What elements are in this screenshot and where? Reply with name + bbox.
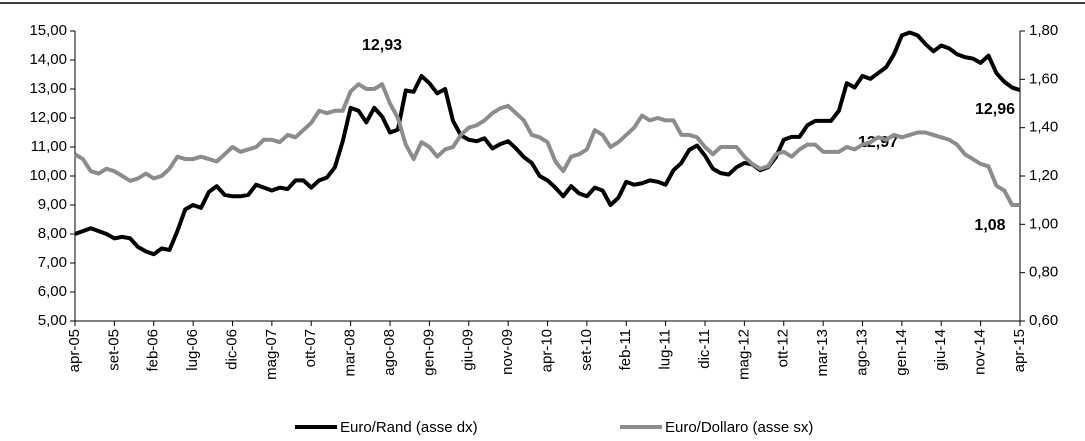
x-tick-label: nov-09: [499, 329, 516, 375]
y-tick-label: 15,00: [29, 22, 67, 39]
x-tick-label: ago-13: [853, 329, 870, 376]
series-line: [74, 30, 1021, 257]
series-line: [73, 82, 1020, 207]
annotation: 12,96: [975, 101, 1015, 118]
y2-tick-label: 0,80: [1029, 264, 1058, 281]
x-tick-label: gen-09: [420, 329, 437, 376]
y-tick-label: 12,00: [29, 109, 67, 126]
y-tick-label: 10,00: [29, 167, 67, 184]
x-tick-label: dic-11: [696, 329, 713, 369]
x-tick-label: apr-10: [538, 329, 555, 372]
x-tick-label: set-05: [105, 329, 122, 371]
x-tick-label: feb-11: [617, 329, 634, 370]
x-tick-label: giu-14: [932, 329, 949, 371]
y2-tick-label: 1,80: [1029, 22, 1058, 39]
x-tick-label: feb-06: [145, 329, 162, 372]
x-tick-label: mar-13: [814, 329, 831, 377]
legend-label: Euro/Rand (asse dx): [340, 419, 478, 436]
x-tick-label: set-10: [578, 329, 595, 371]
y-tick-label: 8,00: [38, 225, 67, 242]
y2-tick-label: 1,20: [1029, 167, 1058, 184]
annotation: 1,08: [974, 217, 1005, 234]
x-tick-label: apr-05: [66, 329, 83, 372]
x-tick-label: gen-14: [893, 329, 910, 376]
annotation: 12,93: [362, 37, 402, 54]
x-tick-label: dic-06: [223, 329, 240, 370]
y2-tick-label: 0,60: [1029, 312, 1058, 329]
y-tick-label: 14,00: [29, 51, 67, 68]
x-tick-label: mar-08: [342, 329, 359, 377]
x-tick-label: mag-07: [263, 329, 280, 380]
x-tick-label: ott-12: [775, 329, 792, 367]
y2-tick-label: 1,00: [1029, 215, 1058, 232]
x-tick-label: apr-15: [1011, 329, 1028, 372]
x-tick-label: nov-14: [972, 329, 989, 375]
y-tick-label: 7,00: [38, 254, 67, 271]
x-tick-label: giu-09: [460, 329, 477, 371]
y-tick-label: 11,00: [31, 138, 67, 155]
x-tick-label: lug-06: [184, 329, 201, 371]
x-tick-label: lug-11: [657, 329, 674, 370]
y2-tick-label: 1,40: [1029, 119, 1058, 136]
x-tick-label: ott-07: [302, 329, 319, 367]
y-tick-label: 5,00: [38, 312, 67, 329]
y2-tick-label: 1,60: [1029, 70, 1058, 87]
legend-label: Euro/Dollaro (asse sx): [665, 419, 813, 436]
x-tick-label: ago-08: [381, 329, 398, 376]
x-tick-label: mag-12: [735, 329, 752, 380]
y-tick-label: 9,00: [38, 196, 67, 213]
y-tick-label: 13,00: [29, 80, 67, 97]
y-tick-label: 6,00: [38, 283, 67, 300]
